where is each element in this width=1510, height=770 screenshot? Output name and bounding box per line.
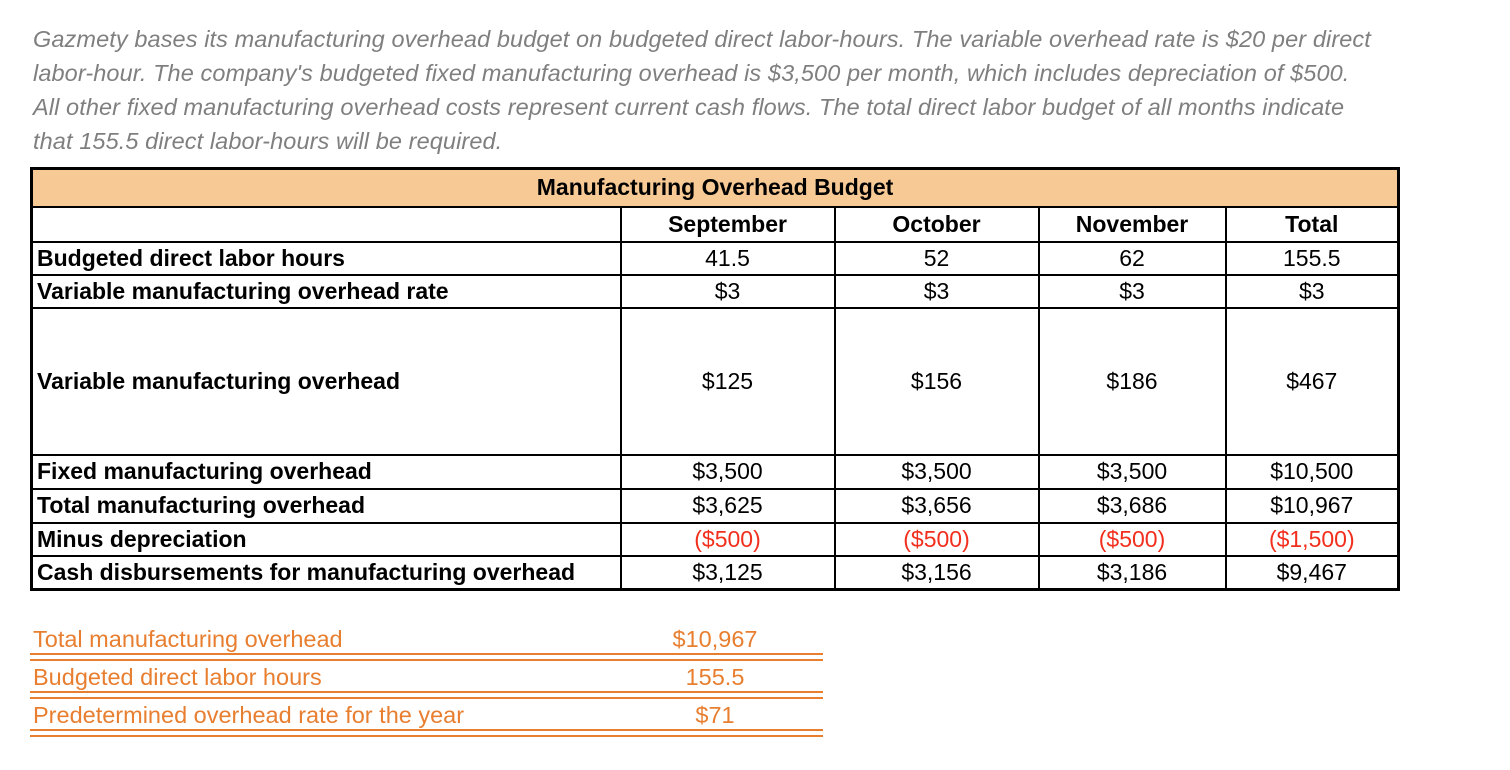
cell-fixed-overhead-november[interactable]: $3,500 (1037, 453, 1227, 490)
summary-row-budgeted-dlh[interactable]: Budgeted direct labor hours 155.5 (30, 662, 823, 700)
cell-minus-depreciation-total[interactable]: ($1,500) (1224, 521, 1400, 557)
summary-label-predetermined-rate: Predetermined overhead rate for the year (33, 702, 465, 728)
row-label-variable-rate[interactable]: Variable manufacturing overhead rate (30, 273, 622, 309)
cell-cash-disbursements-october[interactable]: $3,156 (833, 554, 1040, 591)
cell-budgeted-dlh-october[interactable]: 52 (833, 240, 1040, 276)
cell-variable-overhead-november[interactable]: $186 (1037, 306, 1227, 456)
cell-minus-depreciation-september[interactable]: ($500) (619, 521, 836, 557)
table-row-fixed-overhead: Fixed manufacturing overhead $3,500 $3,5… (30, 453, 1400, 490)
col-header-october[interactable]: October (833, 205, 1040, 243)
cell-total-overhead-september[interactable]: $3,625 (619, 487, 836, 524)
summary-label-total-overhead: Total manufacturing overhead (33, 626, 343, 652)
row-label-variable-overhead[interactable]: Variable manufacturing overhead (30, 306, 622, 456)
cell-total-overhead-total[interactable]: $10,967 (1224, 487, 1400, 524)
col-header-total[interactable]: Total (1224, 205, 1400, 243)
cell-variable-rate-november[interactable]: $3 (1037, 273, 1227, 309)
summary-value-predetermined-rate: $71 (695, 702, 735, 728)
summary-row-total-overhead[interactable]: Total manufacturing overhead $10,967 (30, 624, 823, 662)
row-label-cash-disbursements[interactable]: Cash disbursements for manufacturing ove… (30, 554, 622, 591)
col-header-november[interactable]: November (1037, 205, 1227, 243)
table-row-budgeted-dlh: Budgeted direct labor hours 41.5 52 62 1… (30, 240, 1400, 276)
cell-total-overhead-october[interactable]: $3,656 (833, 487, 1040, 524)
table-row-minus-depreciation: Minus depreciation ($500) ($500) ($500) … (30, 521, 1400, 557)
table-row-total-overhead: Total manufacturing overhead $3,625 $3,6… (30, 487, 1400, 524)
summary-value-budgeted-dlh: 155.5 (685, 664, 745, 690)
budget-table: Manufacturing Overhead Budget September … (30, 167, 1401, 591)
cell-minus-depreciation-november[interactable]: ($500) (1037, 521, 1227, 557)
table-row-variable-rate: Variable manufacturing overhead rate $3 … (30, 273, 1400, 309)
summary-section: Total manufacturing overhead $10,967 Bud… (30, 624, 823, 738)
intro-line-1: Gazmety bases its manufacturing overhead… (33, 26, 1371, 52)
row-label-total-overhead[interactable]: Total manufacturing overhead (30, 487, 622, 524)
cell-budgeted-dlh-september[interactable]: 41.5 (619, 240, 836, 276)
double-rule (30, 729, 823, 737)
cell-total-overhead-november[interactable]: $3,686 (1037, 487, 1227, 524)
intro-line-2: labor-hour. The company's budgeted fixed… (33, 60, 1350, 86)
double-rule (30, 653, 823, 661)
intro-paragraph: Gazmety bases its manufacturing overhead… (33, 22, 1453, 158)
row-label-fixed-overhead[interactable]: Fixed manufacturing overhead (30, 453, 622, 490)
cell-variable-overhead-september[interactable]: $125 (619, 306, 836, 456)
cell-fixed-overhead-september[interactable]: $3,500 (619, 453, 836, 490)
summary-label-budgeted-dlh: Budgeted direct labor hours (33, 664, 322, 690)
cell-cash-disbursements-november[interactable]: $3,186 (1037, 554, 1227, 591)
table-title: Manufacturing Overhead Budget (30, 167, 1400, 208)
table-row-cash-disbursements: Cash disbursements for manufacturing ove… (30, 554, 1400, 591)
intro-line-4: that 155.5 direct labor-hours will be re… (33, 128, 503, 154)
cell-fixed-overhead-total[interactable]: $10,500 (1224, 453, 1400, 490)
header-blank-cell[interactable] (30, 205, 622, 243)
intro-line-3: All other fixed manufacturing overhead c… (33, 94, 1345, 120)
cell-cash-disbursements-total[interactable]: $9,467 (1224, 554, 1400, 591)
summary-value-total-overhead: $10,967 (672, 626, 758, 652)
table-row-variable-overhead: Variable manufacturing overhead $125 $15… (30, 306, 1400, 456)
cell-budgeted-dlh-november[interactable]: 62 (1037, 240, 1227, 276)
cell-variable-overhead-october[interactable]: $156 (833, 306, 1040, 456)
cell-minus-depreciation-october[interactable]: ($500) (833, 521, 1040, 557)
cell-variable-rate-september[interactable]: $3 (619, 273, 836, 309)
cell-variable-rate-october[interactable]: $3 (833, 273, 1040, 309)
cell-variable-rate-total[interactable]: $3 (1224, 273, 1400, 309)
cell-variable-overhead-total[interactable]: $467 (1224, 306, 1400, 456)
row-label-budgeted-dlh[interactable]: Budgeted direct labor hours (30, 240, 622, 276)
summary-row-predetermined-rate[interactable]: Predetermined overhead rate for the year… (30, 700, 823, 738)
cell-budgeted-dlh-total[interactable]: 155.5 (1224, 240, 1400, 276)
double-rule (30, 691, 823, 699)
cell-fixed-overhead-october[interactable]: $3,500 (833, 453, 1040, 490)
col-header-september[interactable]: September (619, 205, 836, 243)
row-label-minus-depreciation[interactable]: Minus depreciation (30, 521, 622, 557)
cell-cash-disbursements-september[interactable]: $3,125 (619, 554, 836, 591)
